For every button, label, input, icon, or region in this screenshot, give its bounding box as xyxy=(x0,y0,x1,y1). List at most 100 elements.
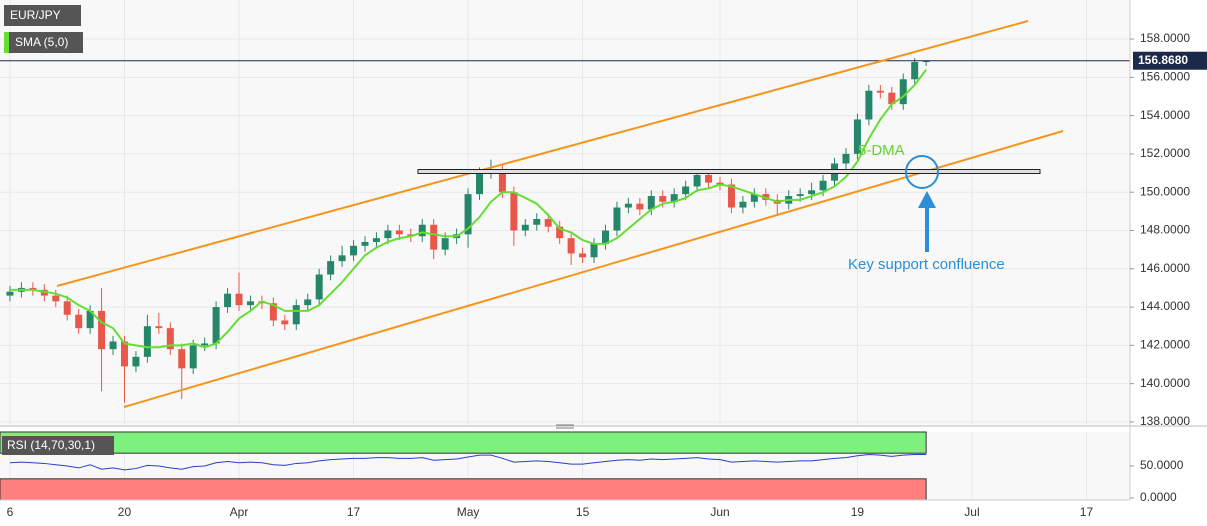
candle-body xyxy=(544,219,552,227)
y-tick-label: 148.0000 xyxy=(1140,223,1190,237)
x-tick-label: 6 xyxy=(7,505,14,519)
candle-body xyxy=(476,173,484,195)
resistance-zone xyxy=(417,169,1041,174)
channel-upper xyxy=(56,20,1029,287)
rsi-label: RSI (14,70,30,1) xyxy=(7,438,95,452)
x-tick-label: Jun xyxy=(710,505,729,519)
candle-body xyxy=(682,186,690,195)
candle-body xyxy=(911,62,919,80)
rsi-badge[interactable] xyxy=(2,436,114,455)
candle-body xyxy=(292,305,300,325)
candle-body xyxy=(705,174,713,183)
candle-body xyxy=(521,224,529,231)
candle-body xyxy=(338,255,346,262)
candle-body xyxy=(178,349,186,369)
x-tick-label: 17 xyxy=(347,505,361,519)
rsi-line xyxy=(9,453,927,471)
candle-body xyxy=(498,169,506,193)
candle-body xyxy=(819,180,827,191)
candle-body xyxy=(212,307,220,344)
indicator-badge[interactable] xyxy=(4,32,83,53)
y-tick-label: 138.0000 xyxy=(1140,414,1190,428)
candle-body xyxy=(166,328,174,350)
candle-body xyxy=(647,196,655,210)
candle-body xyxy=(579,253,587,258)
candle-body xyxy=(727,184,735,208)
candle-body xyxy=(132,356,140,367)
candle-body xyxy=(533,219,541,225)
y-tick-label: 156.0000 xyxy=(1140,70,1190,84)
overbought-band xyxy=(0,431,927,454)
candle-body xyxy=(269,303,277,321)
candle-body xyxy=(418,224,426,237)
candle-body xyxy=(281,320,289,325)
candle-body xyxy=(510,192,518,231)
y-tick-label: 150.0000 xyxy=(1140,184,1190,198)
x-tick-label: Apr xyxy=(230,505,249,519)
y-tick-label: 0.0000 xyxy=(1140,490,1177,504)
candle-body xyxy=(865,90,873,120)
indicator-color xyxy=(4,32,9,53)
candle-body xyxy=(120,341,128,367)
y-tick-label: 152.0000 xyxy=(1140,146,1190,160)
candle-body xyxy=(372,238,380,242)
indicator-label: SMA (5,0) xyxy=(15,35,68,49)
candle-body xyxy=(624,203,632,208)
candle-body xyxy=(350,245,358,256)
candle-body xyxy=(327,261,335,275)
annotation: 5-DMA xyxy=(858,142,905,159)
candle-body xyxy=(430,224,438,250)
candle-body xyxy=(922,60,930,63)
candle-body xyxy=(52,295,60,302)
oversold-band xyxy=(0,478,927,501)
candle-body xyxy=(796,194,804,197)
y-tick-label: 140.0000 xyxy=(1140,376,1190,390)
candle-body xyxy=(853,119,861,154)
y-tick-label: 144.0000 xyxy=(1140,299,1190,313)
x-tick-label: 19 xyxy=(851,505,865,519)
candle-body xyxy=(556,226,564,239)
candle-body xyxy=(567,238,575,254)
x-tick-label: 20 xyxy=(118,505,132,519)
candle-body xyxy=(601,230,609,244)
y-tick-label: 154.0000 xyxy=(1140,108,1190,122)
last-price-label: 156.8680 xyxy=(1138,53,1188,67)
symbol-badge[interactable] xyxy=(4,5,81,26)
candle-body xyxy=(235,293,243,306)
candle-body xyxy=(189,345,197,369)
candle-body xyxy=(441,238,449,250)
candle-body xyxy=(750,194,758,202)
candle-body xyxy=(888,92,896,105)
y-tick-label: 142.0000 xyxy=(1140,338,1190,352)
candle-body xyxy=(395,230,403,235)
candle-body xyxy=(155,326,163,329)
candle-body xyxy=(315,274,323,300)
x-tick-label: May xyxy=(457,505,480,519)
candle-body xyxy=(464,194,472,235)
candle-body xyxy=(384,230,392,239)
candle-body xyxy=(590,243,598,258)
y-tick-label: 158.0000 xyxy=(1140,31,1190,45)
candle-body xyxy=(876,90,884,93)
support-circle xyxy=(905,155,939,189)
candle-body xyxy=(636,203,644,210)
candle-body xyxy=(899,79,907,105)
candle-body xyxy=(86,310,94,329)
candle-body xyxy=(659,196,667,202)
candle-body xyxy=(739,201,747,208)
x-tick-label: 15 xyxy=(576,505,590,519)
last-price-box xyxy=(1133,51,1207,70)
candle-body xyxy=(98,310,106,350)
y-tick-label: 146.0000 xyxy=(1140,261,1190,275)
candle-body xyxy=(75,314,83,329)
candle-body xyxy=(6,291,14,296)
candle-body xyxy=(201,343,209,346)
candle-body xyxy=(808,190,816,195)
symbol-label: EUR/JPY xyxy=(10,8,61,22)
x-tick-label: 17 xyxy=(1080,505,1094,519)
annotation: Key support confluence xyxy=(848,256,1005,273)
candle-body xyxy=(670,194,678,202)
sma-line xyxy=(9,69,927,349)
candle-body xyxy=(842,153,850,164)
